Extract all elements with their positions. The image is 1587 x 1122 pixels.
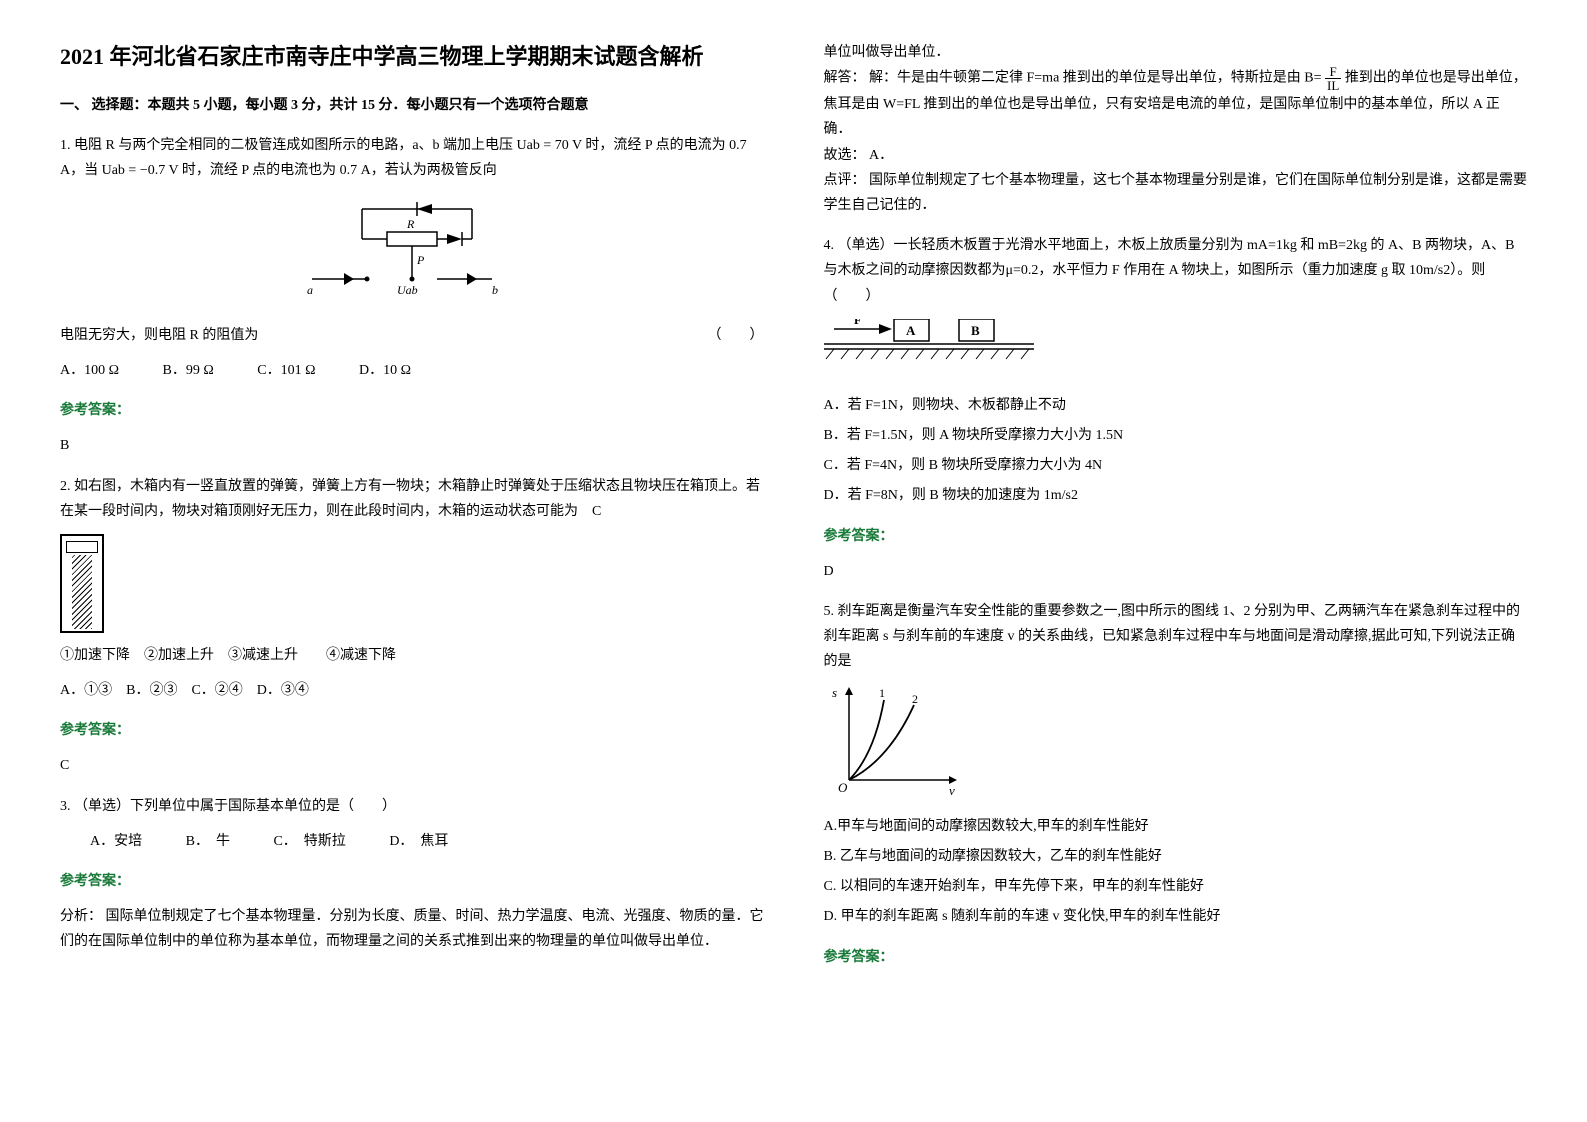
q3-pick: 故选： A． xyxy=(824,143,1528,168)
q1-answer-label: 参考答案： xyxy=(60,398,764,423)
q3-review-label: 点评： xyxy=(824,173,866,188)
circuit-svg: R P a Uab b xyxy=(292,194,532,304)
spring-block xyxy=(66,541,98,553)
q2-answer: C xyxy=(60,753,764,778)
q3-opt-d: D． 焦耳 xyxy=(389,829,448,854)
svg-text:s: s xyxy=(832,685,837,700)
q4-answer-label: 参考答案： xyxy=(824,524,1528,549)
svg-text:P: P xyxy=(416,253,425,267)
svg-text:Uab: Uab xyxy=(397,283,418,297)
svg-text:F: F xyxy=(854,319,861,327)
block-svg: F A B xyxy=(824,319,1044,374)
q3-pick-label: 故选： xyxy=(824,148,866,163)
q5-text: 5. 刹车距离是衡量汽车安全性能的重要参数之一,图中所示的图线 1、2 分别为甲… xyxy=(824,599,1528,675)
svg-text:a: a xyxy=(307,283,313,297)
q3-opt-b: B． 牛 xyxy=(186,829,230,854)
q4-opt-b: B．若 F=1.5N，则 A 物块所受摩擦力大小为 1.5N xyxy=(824,423,1528,448)
q5-answer-label: 参考答案： xyxy=(824,945,1528,970)
q3-answer-label: 参考答案： xyxy=(60,869,764,894)
svg-text:2: 2 xyxy=(912,692,918,706)
q3-pick-value: A． xyxy=(869,148,893,163)
q4-opt-a: A．若 F=1N，则物块、木板都静止不动 xyxy=(824,393,1528,418)
q3-solve: 解答： 解：牛是由牛顿第二定律 F=ma 推到出的单位是导出单位，特斯拉是由 B… xyxy=(824,65,1528,142)
q4-text: 4. （单选）一长轻质木板置于光滑水平地面上，木板上放质量分别为 mA=1kg … xyxy=(824,233,1528,309)
question-1: 1. 电阻 R 与两个完全相同的二极管连成如图所示的电路，a、b 端加上电压 U… xyxy=(60,133,764,383)
right-column: 单位叫做导出单位． 解答： 解：牛是由牛顿第二定律 F=ma 推到出的单位是导出… xyxy=(824,40,1528,980)
question-2: 2. 如右图，木箱内有一竖直放置的弹簧，弹簧上方有一物块；木箱静止时弹簧处于压缩… xyxy=(60,474,764,704)
exam-title: 2021 年河北省石家庄市南寺庄中学高三物理上学期期末试题含解析 xyxy=(60,40,764,73)
spring-box-diagram xyxy=(60,534,104,633)
circuit-diagram: R P a Uab b xyxy=(60,194,764,313)
q3-review: 点评： 国际单位制规定了七个基本物理量，这七个基本物理量分别是谁，它们在国际单位… xyxy=(824,168,1528,218)
q5-opt-b: B. 乙车与地面间的动摩擦因数较大，乙车的刹车性能好 xyxy=(824,844,1528,869)
q4-opt-d: D．若 F=8N，则 B 物块的加速度为 1m/s2 xyxy=(824,483,1528,508)
q1-text2: 电阻无穷大，则电阻 R 的阻值为 xyxy=(60,328,258,343)
q4-opt-c: C．若 F=4N，则 B 物块所受摩擦力大小为 4N xyxy=(824,453,1528,478)
spring-coil xyxy=(72,555,92,629)
svg-text:R: R xyxy=(406,217,415,231)
q2-options: A．①③ B．②③ C．②④ D．③④ xyxy=(60,678,764,703)
q3-continuation: 单位叫做导出单位． xyxy=(824,40,1528,65)
svg-text:O: O xyxy=(838,780,848,795)
q1-opt-d: D．10 Ω xyxy=(359,358,411,383)
q3-opt-a: A．安培 xyxy=(90,829,142,854)
q3-options: A．安培 B． 牛 C． 特斯拉 D． 焦耳 xyxy=(60,829,764,854)
q3-solve-label: 解答： xyxy=(824,71,866,86)
q1-answer: B xyxy=(60,433,764,458)
svg-text:A: A xyxy=(906,323,916,338)
q3-solve1: 解：牛是由牛顿第二定律 F=ma 推到出的单位是导出单位，特斯拉是由 B= xyxy=(869,71,1322,86)
q1-opt-c: C．101 Ω xyxy=(257,358,315,383)
q3-analysis-label: 分析： xyxy=(60,909,102,924)
svg-text:B: B xyxy=(971,323,980,338)
q1-options: A．100 Ω B．99 Ω C．101 Ω D．10 Ω xyxy=(60,358,764,383)
svg-text:v: v xyxy=(949,783,955,795)
q5-opt-c: C. 以相同的车速开始刹车，甲车先停下来，甲车的刹车性能好 xyxy=(824,874,1528,899)
block-diagram: F A B xyxy=(824,319,1528,383)
q1-opt-a: A．100 Ω xyxy=(60,358,119,383)
fraction-icon: F IL xyxy=(1325,65,1341,92)
q5-opt-d: D. 甲车的刹车距离 s 随刹车前的车速 v 变化快,甲车的刹车性能好 xyxy=(824,904,1528,929)
q2-answer-label: 参考答案： xyxy=(60,718,764,743)
section-1-header: 一、 选择题：本题共 5 小题，每小题 3 分，共计 15 分．每小题只有一个选… xyxy=(60,93,764,118)
q1-text1: 1. 电阻 R 与两个完全相同的二极管连成如图所示的电路，a、b 端加上电压 U… xyxy=(60,133,764,183)
q3-analysis-text: 国际单位制规定了七个基本物理量．分别为长度、质量、时间、热力学温度、电流、光强度… xyxy=(60,909,764,949)
q5-opt-a: A.甲车与地面间的动摩擦因数较大,甲车的刹车性能好 xyxy=(824,814,1528,839)
q3-review-text: 国际单位制规定了七个基本物理量，这七个基本物理量分别是谁，它们在国际单位制分别是… xyxy=(824,173,1528,213)
left-column: 2021 年河北省石家庄市南寺庄中学高三物理上学期期末试题含解析 一、 选择题：… xyxy=(60,40,764,980)
question-3: 3. （单选）下列单位中属于国际基本单位的是（ ） A．安培 B． 牛 C． 特… xyxy=(60,794,764,854)
question-4: 4. （单选）一长轻质木板置于光滑水平地面上，木板上放质量分别为 mA=1kg … xyxy=(824,233,1528,509)
chart-diagram: s v O 1 2 xyxy=(824,685,1528,804)
q2-choices: ①加速下降 ②加速上升 ③减速上升 ④减速下降 xyxy=(60,643,764,668)
q2-text: 2. 如右图，木箱内有一竖直放置的弹簧，弹簧上方有一物块；木箱静止时弹簧处于压缩… xyxy=(60,474,764,524)
svg-text:b: b xyxy=(492,283,498,297)
q3-opt-c: C． 特斯拉 xyxy=(273,829,345,854)
chart-svg: s v O 1 2 xyxy=(824,685,964,795)
q1-opt-b: B．99 Ω xyxy=(163,358,214,383)
svg-text:1: 1 xyxy=(879,686,885,700)
q3-text: 3. （单选）下列单位中属于国际基本单位的是（ ） xyxy=(60,794,764,819)
q4-answer: D xyxy=(824,559,1528,584)
q1-blank: （ ） xyxy=(708,323,764,348)
q3-analysis: 分析： 国际单位制规定了七个基本物理量．分别为长度、质量、时间、热力学温度、电流… xyxy=(60,904,764,954)
question-5: 5. 刹车距离是衡量汽车安全性能的重要参数之一,图中所示的图线 1、2 分别为甲… xyxy=(824,599,1528,930)
